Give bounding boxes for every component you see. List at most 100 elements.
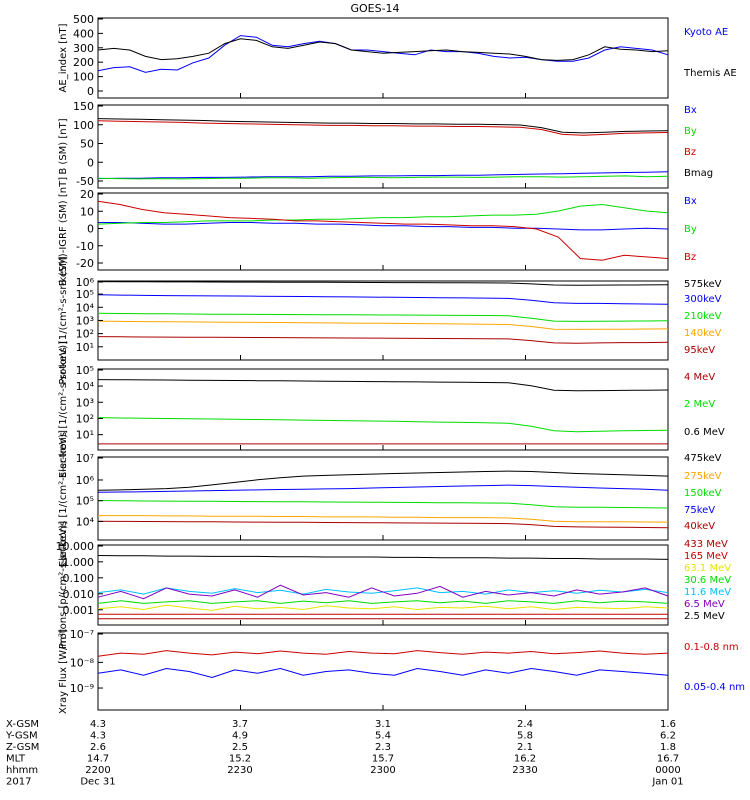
series-line-2 bbox=[97, 175, 669, 180]
footer-value: 5.8 bbox=[517, 731, 533, 742]
legend-label: Bx bbox=[684, 196, 697, 207]
legend-label: 2 MeV bbox=[684, 399, 715, 410]
y-tick-label: 400 bbox=[73, 27, 94, 40]
ephemeris-footer: X-GSM 4.3 3.7 3.1 2.4 1.6 Y-GSM 4.3 4.9 5.4 5.8 6.2… bbox=[5, 719, 684, 788]
series-line-1 bbox=[97, 171, 669, 180]
y-tick-label: 10⁻⁸ bbox=[70, 656, 95, 669]
y-axis-label: Protons [1/(cm²-s-sr-keV)] bbox=[58, 256, 69, 384]
footer-value: 2.3 bbox=[375, 742, 391, 753]
footer-value: 1.8 bbox=[660, 742, 676, 753]
series-line-1 bbox=[97, 470, 669, 491]
y-tick-label: 1.000 bbox=[63, 556, 95, 569]
legend-label: 0.1-0.8 nm bbox=[684, 642, 739, 653]
legend-label: 75keV bbox=[684, 505, 715, 516]
y-axis-label: Electrons [1/(cm²-s-sr-keV)] bbox=[58, 341, 69, 478]
footer-row-label: X-GSM bbox=[6, 719, 39, 730]
footer-value: 2.1 bbox=[517, 742, 533, 753]
y-tick-label: 10⁶ bbox=[76, 474, 95, 487]
legend-label: 575keV bbox=[684, 279, 722, 290]
series-line-6 bbox=[97, 584, 669, 600]
footer-value: 0000 bbox=[655, 765, 680, 776]
y-tick-label: 10⁴ bbox=[76, 380, 95, 393]
footer-row-label: Y-GSM bbox=[5, 731, 38, 742]
footer-value: 2200 bbox=[85, 765, 110, 776]
legend-label: 433 MeV bbox=[684, 539, 728, 550]
footer-value: 5.4 bbox=[375, 731, 391, 742]
series-line-1 bbox=[97, 281, 669, 286]
y-tick-label: 100 bbox=[73, 119, 94, 132]
y-tick-label: 0 bbox=[87, 156, 94, 169]
footer-value: 4.3 bbox=[90, 719, 106, 730]
y-tick-label: -10 bbox=[76, 240, 94, 253]
series-line-1 bbox=[97, 650, 669, 657]
legend-label: 30.6 MeV bbox=[684, 575, 731, 586]
y-tick-label: 300 bbox=[73, 42, 94, 55]
series-line-2 bbox=[97, 38, 669, 61]
legend-label: By bbox=[684, 224, 697, 235]
y-axis-label: AE_index [nT] bbox=[58, 23, 69, 92]
y-tick-label: 50 bbox=[80, 138, 94, 151]
footer-value: 4.9 bbox=[232, 731, 248, 742]
y-axis-label: Protons [p/(cm²-s-sr-keV)] bbox=[58, 521, 69, 649]
plot-title: GOES-14 bbox=[350, 2, 399, 15]
footer-value: 3.7 bbox=[232, 719, 248, 730]
series-line-1 bbox=[98, 222, 669, 231]
legend-label: 475keV bbox=[684, 453, 722, 464]
y-tick-label: -20 bbox=[76, 257, 94, 270]
panel-2: 150 100 50 0 -50 B (SM) [nT] Bx By Bz Bmag bbox=[58, 100, 713, 189]
y-axis-label: B (SM) [nT] bbox=[58, 118, 69, 174]
footer-value: 3.1 bbox=[375, 719, 391, 730]
panel-3: 20 10 0 -10 -20 B (SM)-IGRF (SM) [nT] Bx By Bz bbox=[58, 177, 697, 286]
series-line-7 bbox=[97, 555, 669, 560]
y-tick-label: 10¹ bbox=[76, 429, 94, 442]
series-line-4 bbox=[97, 600, 669, 604]
y-tick-label: 10 bbox=[80, 205, 94, 218]
legend-label: 210keV bbox=[684, 311, 722, 322]
panel-frame bbox=[97, 456, 669, 541]
legend-label: 11.6 MeV bbox=[684, 587, 731, 598]
legend-label: 300keV bbox=[684, 294, 722, 305]
series-line-5 bbox=[97, 336, 669, 344]
y-tick-label: 10⁷ bbox=[76, 452, 94, 465]
y-axis-label: B (SM)-IGRF (SM) [nT] bbox=[58, 177, 69, 286]
legend-label: 6.5 MeV bbox=[684, 599, 725, 610]
series-line-4 bbox=[97, 320, 669, 330]
legend-label: 150keV bbox=[684, 488, 722, 499]
legend-label: Bmag bbox=[684, 168, 713, 179]
y-tick-label: 0.010 bbox=[63, 588, 95, 601]
panel-frame bbox=[97, 280, 669, 361]
footer-row-label: Z-GSM bbox=[6, 742, 39, 753]
footer-value: 2300 bbox=[370, 765, 395, 776]
y-tick-label: 100 bbox=[73, 71, 94, 84]
panel-5: 10⁵ 10⁴ 10³ 10² 10¹ Electrons [1/(cm²-s-sr-ke… bbox=[58, 341, 725, 478]
footer-row-label: MLT bbox=[6, 754, 26, 765]
series-line-3 bbox=[97, 200, 669, 261]
series-line-1 bbox=[97, 35, 669, 73]
panel-frame bbox=[97, 368, 669, 451]
y-tick-label: 10⁵ bbox=[76, 288, 94, 301]
series-line-5 bbox=[97, 520, 669, 529]
y-tick-label: 10⁵ bbox=[76, 495, 94, 508]
y-tick-label: 10¹ bbox=[76, 341, 94, 354]
y-tick-label: 10⁻⁷ bbox=[70, 628, 94, 641]
legend-label: Bz bbox=[684, 147, 696, 158]
y-tick-label: 0 bbox=[87, 223, 94, 236]
legend-label: Kyoto AE bbox=[684, 27, 728, 38]
footer-value: 2.4 bbox=[517, 719, 533, 730]
legend-label: 0.6 MeV bbox=[684, 427, 725, 438]
footer-value: 4.3 bbox=[90, 731, 106, 742]
y-tick-label: 0.001 bbox=[63, 604, 95, 617]
panel-6: 10⁷ 10⁶ 10⁵ 10⁴ Electrons [1/(cm²-s-sr-keV)]… bbox=[58, 430, 722, 567]
series-line-3 bbox=[97, 312, 669, 322]
y-tick-label: 0 bbox=[87, 85, 94, 98]
y-tick-label: 10⁵ bbox=[76, 364, 94, 377]
footer-value: 15.7 bbox=[372, 754, 394, 765]
legend-label: 40keV bbox=[684, 521, 715, 532]
footer-row-label: hhmm bbox=[6, 765, 38, 776]
series-line-2 bbox=[97, 294, 669, 305]
series-line-3 bbox=[97, 120, 669, 136]
